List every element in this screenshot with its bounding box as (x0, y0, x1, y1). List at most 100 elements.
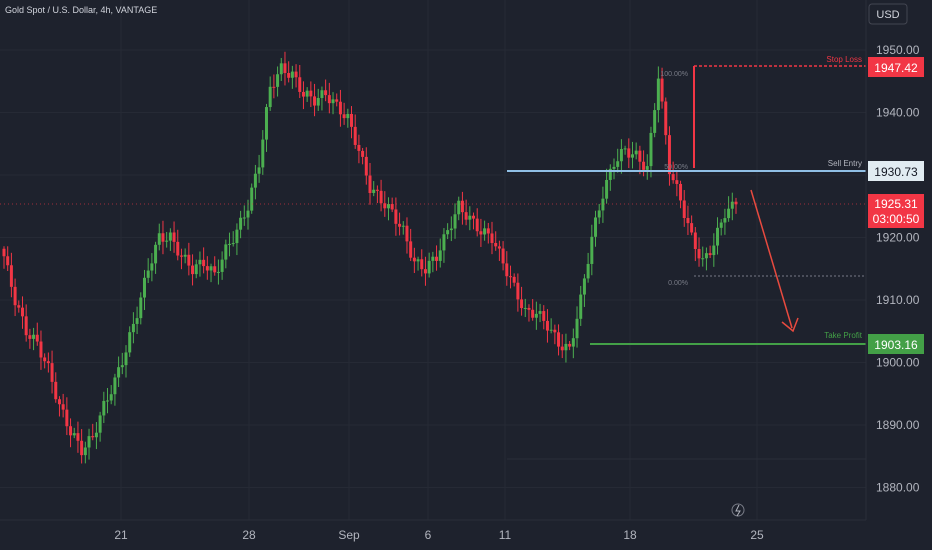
candle-body (246, 210, 250, 218)
fib-100-label: 100.00% (660, 71, 688, 78)
lightning-icon[interactable] (731, 503, 745, 517)
take-profit-price-badge (868, 334, 924, 354)
candle-body (383, 203, 387, 209)
candle-body (168, 232, 172, 241)
candle-body (401, 225, 405, 227)
candle-body (131, 323, 135, 333)
candle-body (117, 367, 121, 378)
candle-body (309, 90, 313, 97)
time-axis[interactable]: 21 28 Sep 6 11 18 25 (0, 519, 866, 542)
candle-body (146, 270, 150, 278)
candle-body (701, 258, 705, 260)
candle-body (549, 329, 553, 331)
candle-body (431, 256, 435, 261)
candle-body (287, 72, 291, 78)
candle-body (634, 150, 638, 155)
candle-body (91, 436, 95, 438)
candle-body (420, 259, 424, 270)
candle-body (331, 99, 335, 104)
candle-body (128, 332, 132, 353)
candle-body (623, 148, 627, 150)
fib-50-label: 50.00% (664, 164, 688, 171)
price-axis[interactable]: USD 1950.001940.001930.001920.001910.001… (865, 0, 924, 520)
candle-body (327, 95, 331, 104)
candle-body (150, 263, 154, 271)
candle-body (61, 404, 65, 410)
candle-body (464, 212, 468, 220)
candle-body (494, 242, 498, 247)
candle-body (545, 320, 549, 331)
candle-body (135, 318, 139, 324)
candle-body (597, 210, 601, 218)
candle-body (54, 381, 58, 400)
candle-body (65, 409, 69, 427)
candle-body (9, 265, 13, 287)
candle-body (693, 232, 697, 250)
candle-body (505, 263, 509, 277)
candle-body (645, 166, 649, 170)
candle-body (627, 148, 631, 158)
candle-body (671, 174, 675, 181)
trade-annotations[interactable]: Stop Loss Sell Entry Take Profit 100.00%… (0, 55, 866, 460)
candle-body (557, 332, 561, 347)
candle-body (17, 305, 21, 308)
candle-body (187, 254, 191, 266)
candle-body (516, 282, 520, 300)
candle-body (582, 278, 586, 295)
current-price-badge (868, 194, 924, 228)
candle-body (553, 329, 557, 333)
candle-body (483, 228, 487, 235)
candle-body (497, 246, 501, 249)
time-tick-label: 18 (623, 528, 637, 542)
candle-body (239, 217, 243, 230)
candle-body (83, 447, 87, 456)
candle-body (305, 90, 309, 97)
candle-body (335, 99, 339, 102)
currency-button[interactable] (868, 3, 908, 25)
candle-body (202, 259, 206, 267)
candle-body (257, 167, 261, 174)
candle-body (538, 311, 542, 314)
candle-body (601, 198, 605, 211)
down-arrow-icon[interactable] (750, 189, 799, 333)
candle-body (283, 63, 287, 73)
candle-body (442, 234, 446, 251)
candle-body (590, 236, 594, 264)
candle-body (708, 253, 712, 256)
candle-body (605, 179, 609, 199)
candle-body (106, 400, 110, 402)
candle-body (109, 394, 113, 401)
candle-body (619, 149, 623, 162)
candle-body (372, 189, 376, 193)
candle-body (409, 241, 413, 258)
candle-body (35, 334, 39, 342)
candle-body (649, 132, 653, 167)
candle-body (656, 78, 660, 111)
candle-body (630, 154, 634, 158)
candle-body (560, 346, 564, 351)
price-tick-label: 1880.00 (876, 481, 920, 495)
candle-body (139, 297, 143, 319)
candle-body (542, 311, 546, 321)
candle-body (157, 233, 161, 245)
candle-body (479, 231, 483, 235)
candle-body (390, 204, 394, 210)
fib-0-label: 0.00% (668, 280, 688, 287)
stop-loss-label: Stop Loss (826, 55, 862, 64)
candle-body (501, 248, 505, 264)
candle-body (520, 299, 524, 309)
candle-body (435, 256, 439, 261)
candle-body (664, 101, 668, 136)
candle-body (697, 249, 701, 259)
candle-body (712, 245, 716, 256)
candle-body (423, 269, 427, 274)
candle-body (46, 361, 50, 364)
candle-body (379, 190, 383, 204)
candle-body (723, 218, 727, 223)
candle-body (716, 227, 720, 246)
candle-body (350, 113, 354, 127)
candle-body (235, 229, 239, 244)
candle-body (531, 309, 535, 318)
